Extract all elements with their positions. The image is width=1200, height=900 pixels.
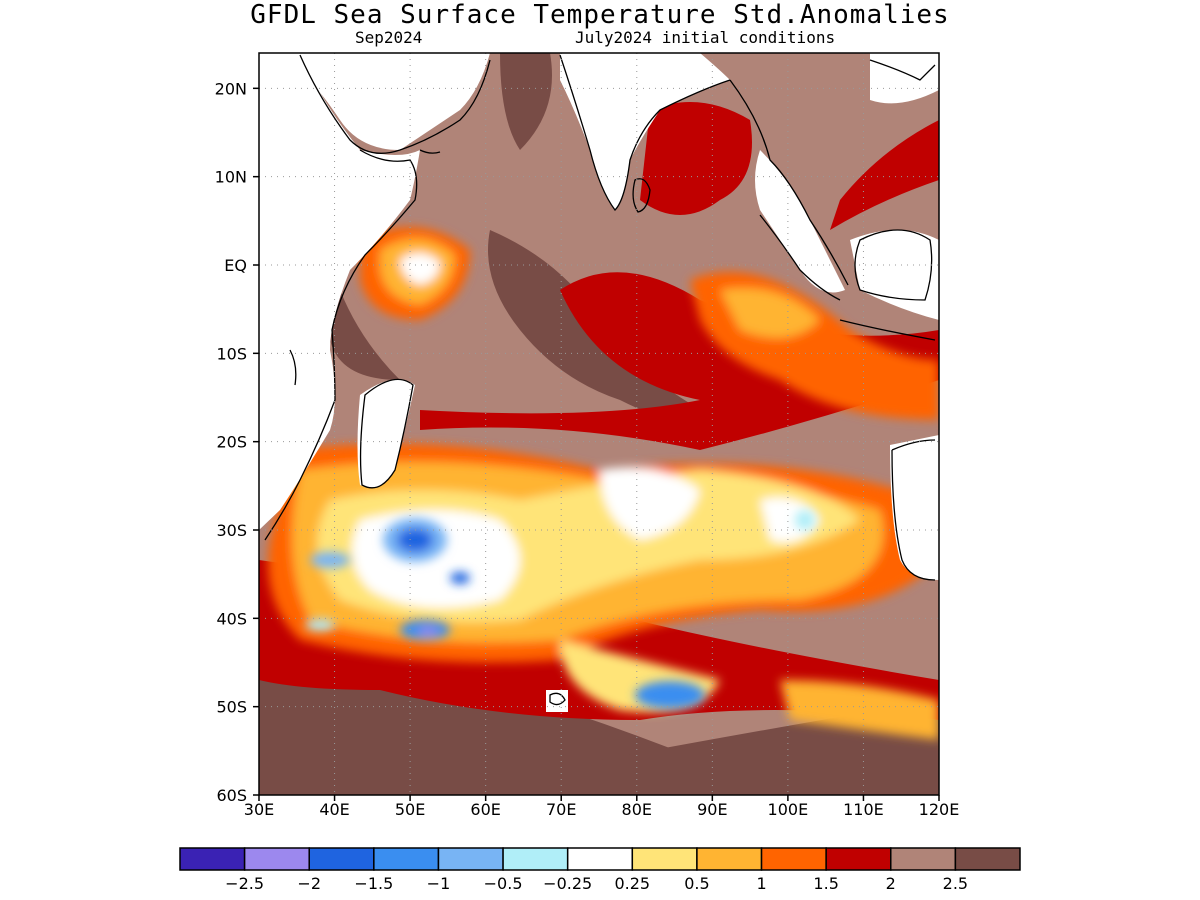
anomaly-field xyxy=(259,53,939,795)
lon-tick-label: 120E xyxy=(919,800,960,819)
lon-tick-label: 90E xyxy=(697,800,727,819)
colorbar-swatch xyxy=(373,847,440,871)
lon-tick-label: 30E xyxy=(244,800,274,819)
colorbar-swatch xyxy=(825,847,892,871)
lon-tick-label: 60E xyxy=(470,800,500,819)
colorbar: −2.5 −2 −1.5 −1 −0.5 −0.25 0.25 0.5 1 1.5 2 2.5 xyxy=(179,847,1021,893)
colorbar-label: 2.5 xyxy=(943,874,968,893)
map-frame xyxy=(258,52,940,796)
colorbar-swatch xyxy=(631,847,698,871)
lat-tick-label: EQ xyxy=(224,256,247,275)
map-title: GFDL Sea Surface Temperature Std.Anomali… xyxy=(250,0,950,30)
lon-tick-label: 50E xyxy=(395,800,425,819)
lat-tick-label: 10N xyxy=(215,168,247,187)
colorbar-label: −2 xyxy=(297,874,321,893)
lon-tick-label: 70E xyxy=(546,800,576,819)
lat-tick-label: 30S xyxy=(216,521,247,540)
colorbar-label: −1 xyxy=(427,874,451,893)
colorbar-swatch xyxy=(179,847,246,871)
colorbar-swatch xyxy=(760,847,827,871)
lat-tick-label: 20S xyxy=(216,433,247,452)
colorbar-label: 0.5 xyxy=(684,874,709,893)
lat-tick-label: 10S xyxy=(216,344,247,363)
map-axes: 30E 40E 50E 60E 70E 80E 90E 100E 110E 120E 20N 10N E… xyxy=(215,79,960,819)
lon-tick-label: 100E xyxy=(768,800,809,819)
colorbar-swatch xyxy=(954,847,1021,871)
valid-month-label: Sep2024 xyxy=(355,28,423,47)
colorbar-label: 1.5 xyxy=(813,874,838,893)
colorbar-label: 1 xyxy=(756,874,766,893)
colorbar-label: 2 xyxy=(886,874,896,893)
colorbar-swatch xyxy=(502,847,569,871)
colorbar-swatch xyxy=(308,847,375,871)
lat-tick-label: 20N xyxy=(215,79,247,98)
map-gridlines xyxy=(259,53,939,795)
colorbar-swatch xyxy=(243,847,310,871)
lat-tick-label: 40S xyxy=(216,609,247,628)
colorbar-swatch xyxy=(696,847,763,871)
colorbar-swatch xyxy=(566,847,634,871)
colorbar-swatch xyxy=(890,847,957,871)
lon-tick-label: 40E xyxy=(319,800,349,819)
lon-tick-label: 80E xyxy=(622,800,652,819)
init-conditions-label: July2024 initial conditions xyxy=(575,28,836,47)
lat-tick-label: 60S xyxy=(216,786,247,805)
colorbar-swatch xyxy=(437,847,504,871)
lat-tick-label: 50S xyxy=(216,698,247,717)
lon-tick-label: 110E xyxy=(843,800,884,819)
colorbar-label: −2.5 xyxy=(225,874,264,893)
colorbar-label: 0.25 xyxy=(614,874,650,893)
colorbar-label: −1.5 xyxy=(354,874,393,893)
colorbar-label: −0.25 xyxy=(543,874,592,893)
colorbar-label: −0.5 xyxy=(484,874,523,893)
